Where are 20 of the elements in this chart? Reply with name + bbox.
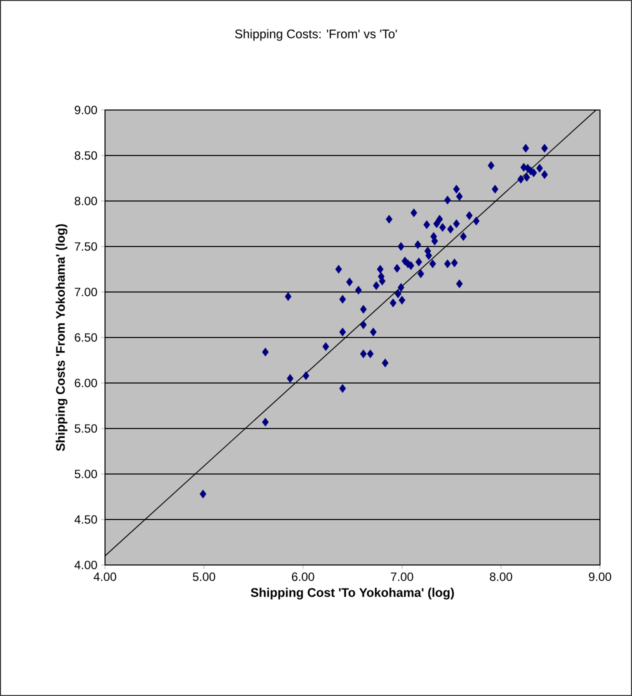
y-axis-title: Shipping Costs 'From Yokohama' (log) [56, 224, 68, 452]
y-tick-label: 7.50 [74, 242, 98, 251]
x-tick-label: 5.00 [192, 572, 216, 581]
y-tick-label: 8.00 [74, 196, 98, 206]
y-tick-label: 6.00 [74, 378, 98, 388]
y-tick-label: 7.00 [74, 288, 98, 296]
y-tick-label: 5.50 [74, 424, 98, 433]
x-tick-label: 8.00 [490, 572, 512, 581]
x-tick-label: 7.00 [390, 572, 414, 581]
y-tick-label: 9.00 [74, 106, 98, 114]
y-tick-label: 4.50 [74, 515, 98, 524]
x-axis-title: Shipping Cost 'To Yokohama' (log) [250, 588, 454, 600]
y-tick-label: 5.00 [74, 470, 98, 478]
x-tick-label: 9.00 [588, 572, 612, 581]
y-tick-label: 6.50 [74, 333, 98, 342]
y-tick-label: 4.00 [74, 560, 98, 570]
y-tick-label: 8.50 [74, 151, 98, 160]
chart-title: Shipping Costs: 'From' vs 'To' [235, 29, 397, 41]
x-tick-label: 6.00 [292, 572, 314, 581]
x-tick-label: 4.00 [94, 572, 116, 581]
